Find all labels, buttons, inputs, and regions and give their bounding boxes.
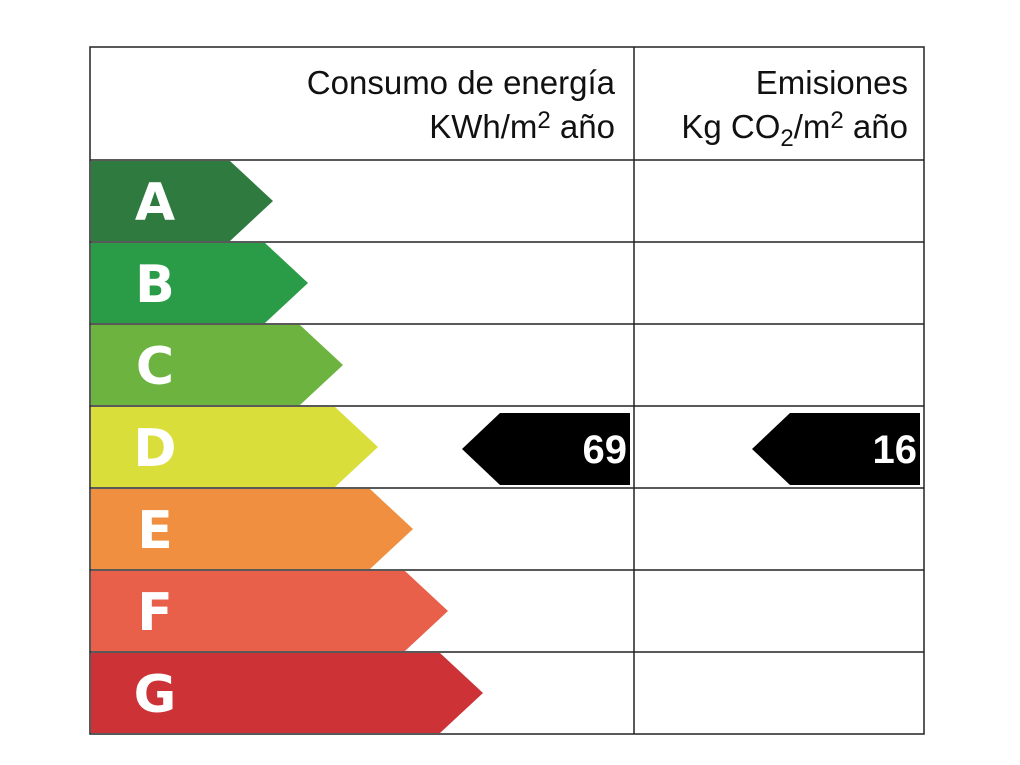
unit-part: año	[844, 108, 908, 145]
rating-arrow	[91, 243, 308, 323]
rating-letter: C	[136, 337, 174, 397]
consumption-unit: KWh/m2 año	[429, 107, 615, 145]
value-label: 69	[583, 428, 628, 472]
value-marker	[462, 413, 630, 485]
value-label: 16	[873, 428, 918, 472]
rating-letter: B	[135, 255, 175, 315]
emissions-title: Emisiones	[756, 64, 908, 101]
unit-part: /m	[794, 108, 831, 145]
rating-letter: E	[137, 501, 173, 561]
consumption-title: Consumo de energía	[307, 64, 616, 101]
emissions-unit: Kg CO2/m2 año	[681, 107, 908, 152]
unit-part: año	[551, 108, 615, 145]
unit-sup: 2	[830, 107, 843, 134]
value-marker	[752, 413, 920, 485]
rating-arrow	[91, 407, 378, 487]
table-border	[89, 46, 925, 735]
unit-sub: 2	[780, 125, 793, 152]
rating-arrow	[91, 571, 448, 651]
rating-letter: F	[137, 583, 173, 643]
rating-arrow	[91, 653, 483, 733]
rating-arrow	[91, 489, 413, 569]
rating-letter: A	[135, 173, 175, 233]
rating-letter: D	[133, 419, 176, 479]
rating-letter: G	[134, 665, 177, 725]
unit-part: KWh/m	[429, 108, 537, 145]
rating-arrow	[91, 161, 273, 241]
unit-part: Kg CO	[681, 108, 780, 145]
unit-sup: 2	[537, 107, 550, 134]
rating-arrow	[91, 325, 343, 405]
